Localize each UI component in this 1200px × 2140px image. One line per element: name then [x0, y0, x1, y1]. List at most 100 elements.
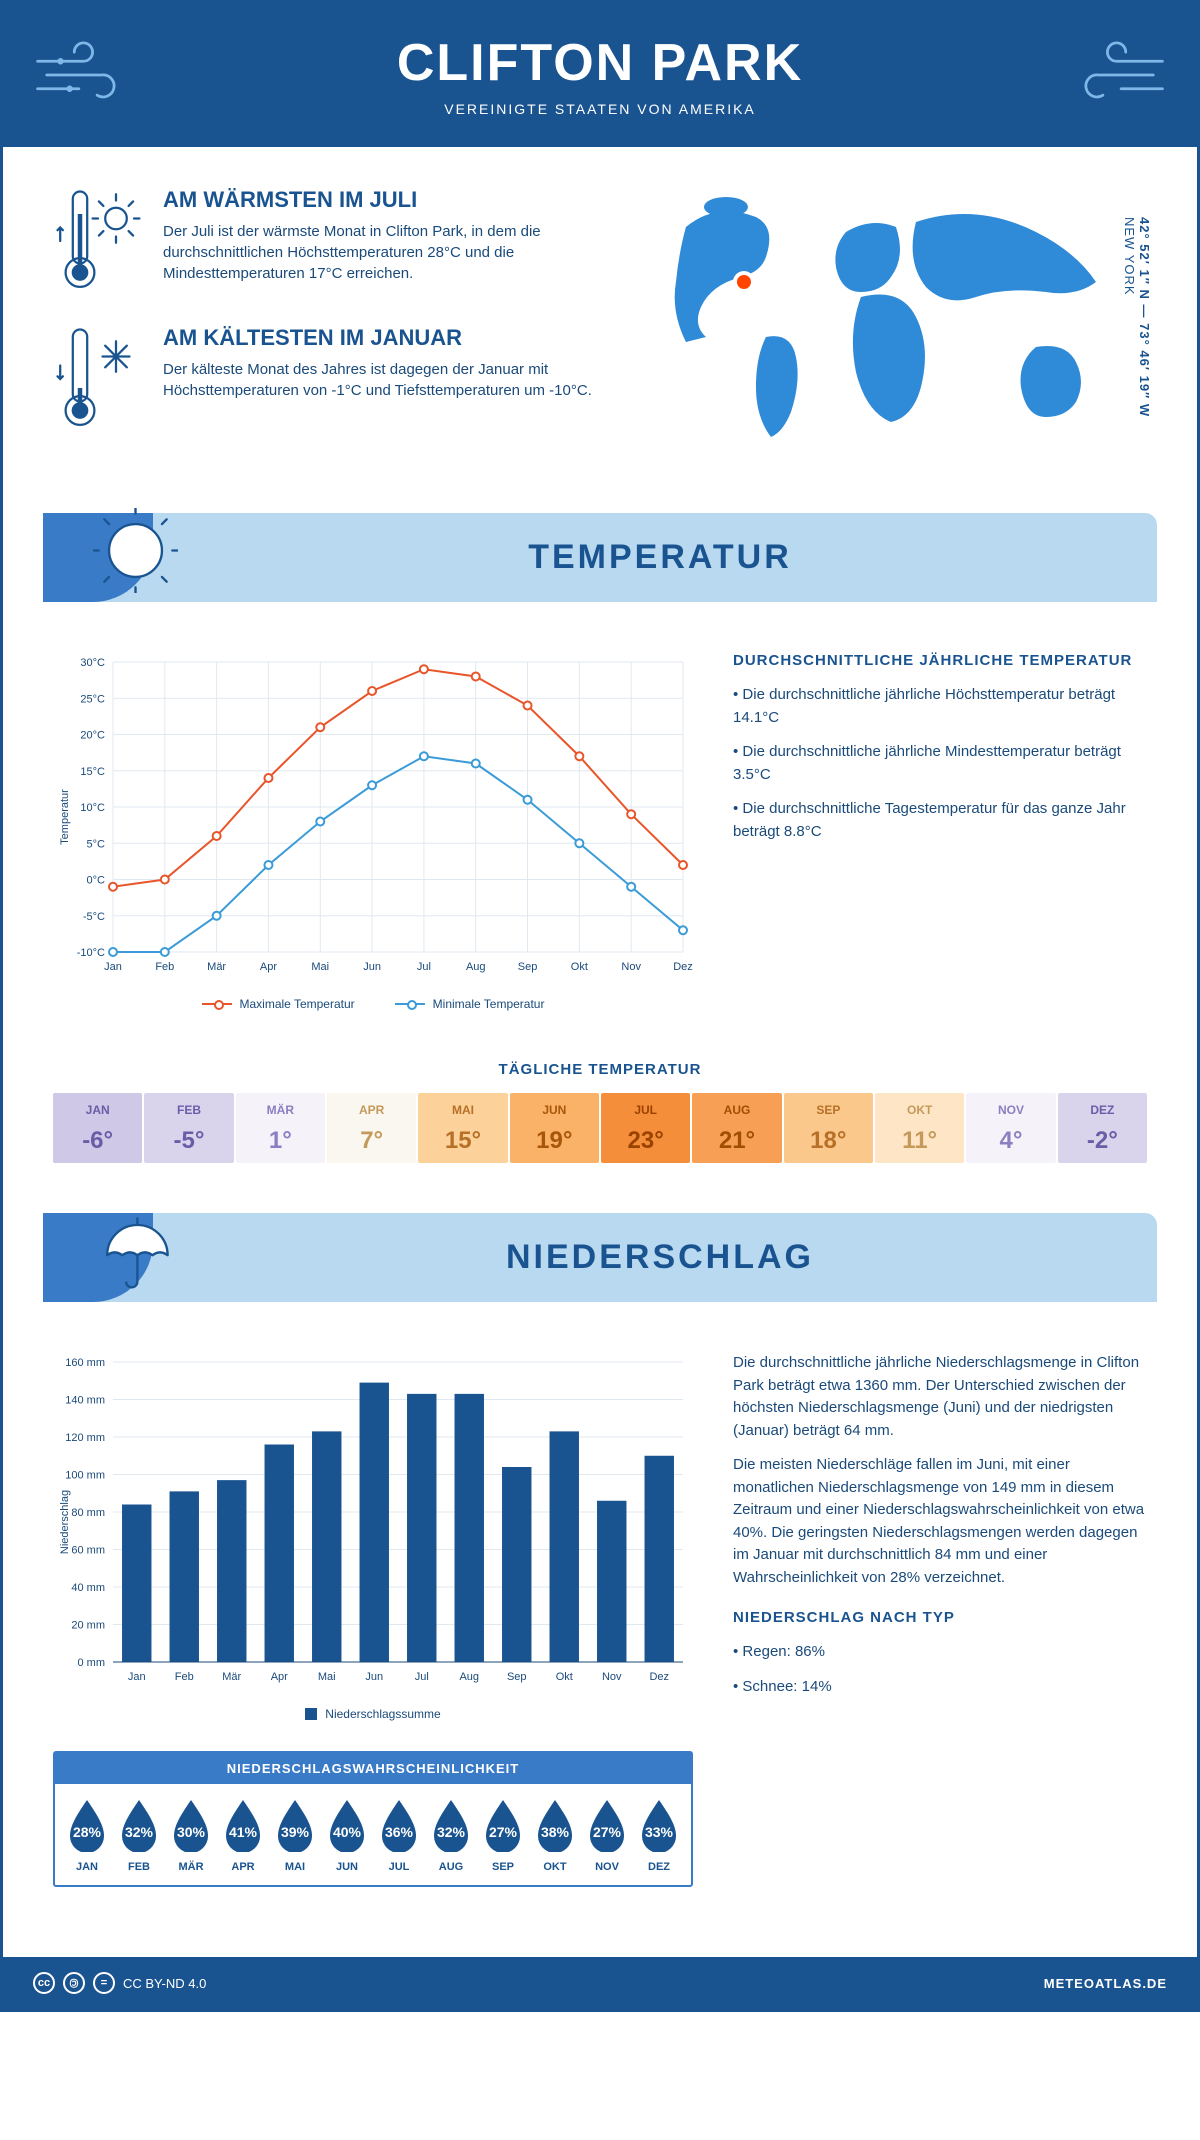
by-icon: 🄯 [63, 1972, 85, 1994]
svg-text:Mär: Mär [207, 961, 226, 973]
section-banner-precip: NIEDERSCHLAG [43, 1213, 1157, 1302]
precip-prob-drop: 39% MAI [271, 1796, 319, 1873]
svg-text:Apr: Apr [260, 961, 277, 973]
daily-temp-cell: DEZ-2° [1058, 1093, 1147, 1163]
page-subtitle: VEREINIGTE STAATEN VON AMERIKA [23, 101, 1177, 117]
world-map [645, 187, 1147, 447]
precip-prob-drop: 32% FEB [115, 1796, 163, 1873]
svg-text:Niederschlag: Niederschlag [59, 1490, 71, 1554]
svg-text:Dez: Dez [673, 961, 693, 973]
svg-text:Okt: Okt [571, 961, 588, 973]
coldest-fact: AM KÄLTESTEN IM JANUAR Der kälteste Mona… [53, 325, 605, 433]
section-banner-temperature: TEMPERATUR [43, 513, 1157, 602]
precip-paragraph: Die meisten Niederschläge fallen im Juni… [733, 1454, 1147, 1589]
precip-prob-drop: 27% SEP [479, 1796, 527, 1873]
license-text: CC BY-ND 4.0 [123, 1976, 206, 1991]
svg-text:-10°C: -10°C [77, 947, 105, 959]
precip-bar-chart: 0 mm20 mm40 mm60 mm80 mm100 mm120 mm140 … [53, 1352, 693, 1692]
svg-text:Jan: Jan [128, 1671, 146, 1683]
precip-type-bullet: Schnee: 14% [733, 1676, 1147, 1699]
precip-paragraph: Die durchschnittliche jährliche Niedersc… [733, 1352, 1147, 1442]
wind-icon [1057, 38, 1167, 111]
svg-text:Aug: Aug [466, 961, 486, 973]
svg-text:Jan: Jan [104, 961, 122, 973]
svg-text:15°C: 15°C [80, 766, 105, 778]
coldest-title: AM KÄLTESTEN IM JANUAR [163, 325, 605, 351]
temp-text-heading: DURCHSCHNITTLICHE JÄHRLICHE TEMPERATUR [733, 652, 1147, 669]
svg-text:Temperatur: Temperatur [59, 789, 71, 845]
svg-text:40 mm: 40 mm [71, 1582, 105, 1594]
svg-text:160 mm: 160 mm [65, 1357, 105, 1369]
svg-text:140 mm: 140 mm [65, 1395, 105, 1407]
svg-text:Nov: Nov [621, 961, 641, 973]
header: CLIFTON PARK VEREINIGTE STAATEN VON AMER… [3, 3, 1197, 147]
svg-text:Dez: Dez [649, 1671, 669, 1683]
svg-text:25°C: 25°C [80, 693, 105, 705]
infographic-container: CLIFTON PARK VEREINIGTE STAATEN VON AMER… [0, 0, 1200, 2012]
svg-text:Apr: Apr [271, 1671, 288, 1683]
precip-prob-drop: 27% NOV [583, 1796, 631, 1873]
precip-prob-drop: 38% OKT [531, 1796, 579, 1873]
page-title: CLIFTON PARK [23, 33, 1177, 93]
thermometer-snow-icon [53, 325, 143, 433]
brand-text: METEOATLAS.DE [1044, 1976, 1167, 1991]
coldest-text: Der kälteste Monat des Jahres ist dagege… [163, 359, 605, 401]
daily-temp-cell: SEP18° [784, 1093, 873, 1163]
daily-temp-title: TÄGLICHE TEMPERATUR [3, 1061, 1197, 1078]
svg-text:30°C: 30°C [80, 657, 105, 669]
footer: cc 🄯 = CC BY-ND 4.0 METEOATLAS.DE [3, 1957, 1197, 2009]
precip-row: 0 mm20 mm40 mm60 mm80 mm100 mm120 mm140 … [3, 1322, 1197, 1917]
daily-temp-cell: APR7° [327, 1093, 416, 1163]
section-title-temperature: TEMPERATUR [183, 538, 1137, 577]
svg-text:60 mm: 60 mm [71, 1545, 105, 1557]
precip-prob-title: NIEDERSCHLAGSWAHRSCHEINLICHKEIT [55, 1753, 691, 1784]
sun-icon [93, 508, 178, 593]
daily-temp-cell: JUN19° [510, 1093, 599, 1163]
nd-icon: = [93, 1972, 115, 1994]
svg-text:0°C: 0°C [87, 875, 106, 887]
temperature-row: -10°C -5°C 0°C 5°C 10°C 15°C 20°C 25°C 30°C Jan Fe… [3, 622, 1197, 1041]
daily-temp-cell: NOV4° [966, 1093, 1055, 1163]
coordinates: 42° 52′ 1″ N — 73° 46′ 19″ W NEW YORK [1122, 217, 1152, 417]
svg-text:Feb: Feb [155, 961, 174, 973]
section-title-precip: NIEDERSCHLAG [183, 1238, 1137, 1277]
svg-text:Jun: Jun [363, 961, 381, 973]
svg-text:10°C: 10°C [80, 802, 105, 814]
svg-text:Jul: Jul [415, 1671, 429, 1683]
precip-prob-drop: 41% APR [219, 1796, 267, 1873]
svg-text:Nov: Nov [602, 1671, 622, 1683]
svg-text:Aug: Aug [459, 1671, 479, 1683]
daily-temp-cell: MAI15° [418, 1093, 507, 1163]
precip-legend: Niederschlagssumme [53, 1707, 693, 1721]
warmest-title: AM WÄRMSTEN IM JULI [163, 187, 605, 213]
daily-temp-grid: JAN-6° FEB-5° MÄR1° APR7° MAI15° JUN19° … [53, 1093, 1147, 1163]
precip-prob-drop: 28% JAN [63, 1796, 111, 1873]
precip-prob-box: NIEDERSCHLAGSWAHRSCHEINLICHKEIT 28% JAN … [53, 1751, 693, 1887]
daily-temp-cell: MÄR1° [236, 1093, 325, 1163]
svg-text:-5°C: -5°C [83, 911, 105, 923]
warmest-text: Der Juli ist der wärmste Monat in Clifto… [163, 221, 605, 284]
svg-text:80 mm: 80 mm [71, 1507, 105, 1519]
warmest-fact: AM WÄRMSTEN IM JULI Der Juli ist der wär… [53, 187, 605, 295]
cc-icon: cc [33, 1972, 55, 1994]
daily-temp-cell: JUL23° [601, 1093, 690, 1163]
thermometer-sun-icon [53, 187, 143, 295]
svg-text:Mai: Mai [318, 1671, 336, 1683]
umbrella-icon [93, 1208, 178, 1293]
daily-temp-cell: JAN-6° [53, 1093, 142, 1163]
precip-prob-drop: 33% DEZ [635, 1796, 683, 1873]
svg-text:Sep: Sep [518, 961, 538, 973]
temperature-line-chart: -10°C -5°C 0°C 5°C 10°C 15°C 20°C 25°C 30°C Jan Fe… [53, 652, 693, 982]
svg-text:Feb: Feb [175, 1671, 194, 1683]
svg-text:120 mm: 120 mm [65, 1432, 105, 1444]
svg-text:Jun: Jun [365, 1671, 383, 1683]
svg-text:5°C: 5°C [87, 838, 106, 850]
intro-section: AM WÄRMSTEN IM JULI Der Juli ist der wär… [3, 147, 1197, 493]
precip-prob-drop: 32% AUG [427, 1796, 475, 1873]
precip-prob-drop: 30% MÄR [167, 1796, 215, 1873]
svg-text:20°C: 20°C [80, 730, 105, 742]
svg-text:20 mm: 20 mm [71, 1620, 105, 1632]
precip-type-bullet: Regen: 86% [733, 1641, 1147, 1664]
temp-bullet: Die durchschnittliche jährliche Mindestt… [733, 741, 1147, 786]
temp-bullet: Die durchschnittliche jährliche Höchstte… [733, 684, 1147, 729]
